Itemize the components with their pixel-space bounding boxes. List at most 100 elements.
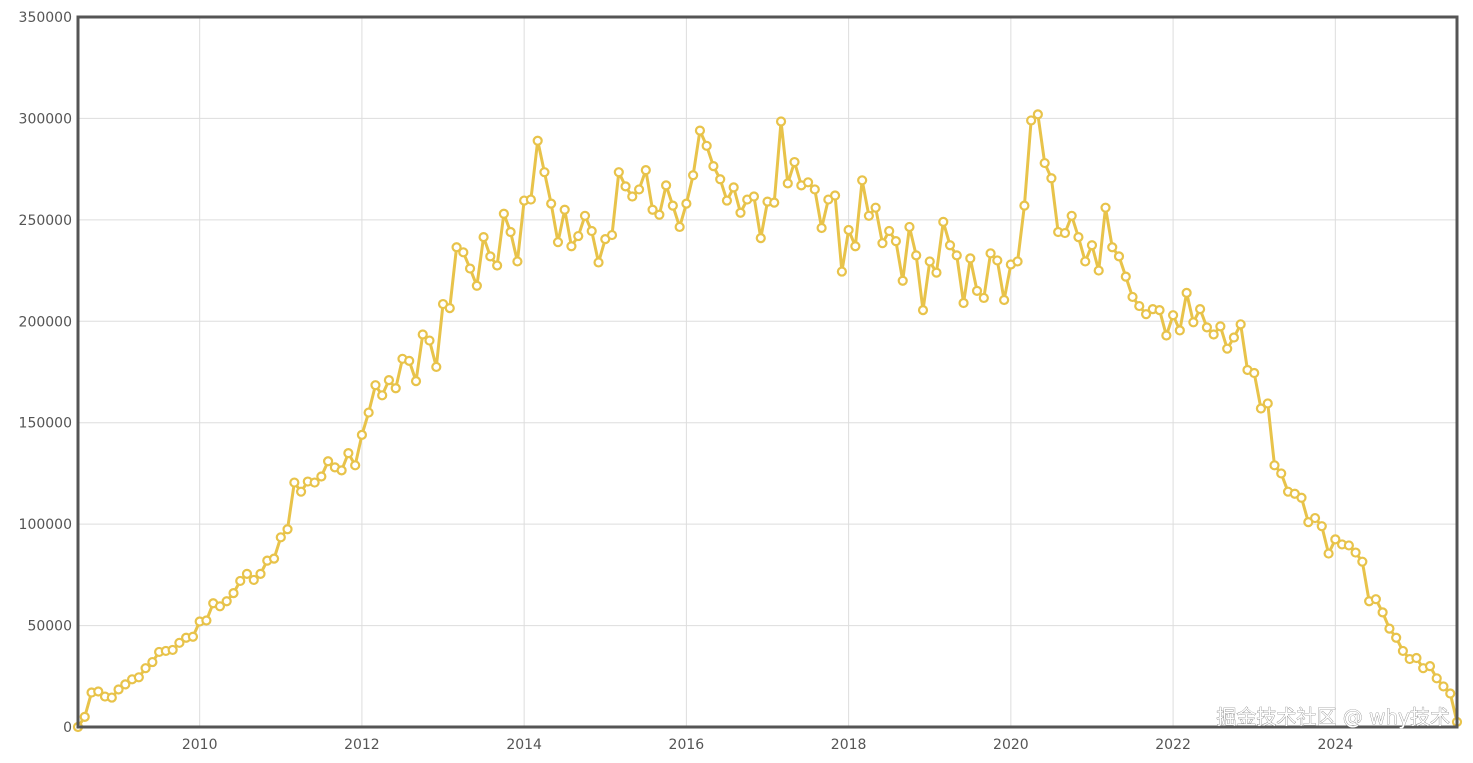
data-point	[1154, 305, 1165, 316]
data-point	[458, 247, 469, 258]
data-point	[1323, 548, 1334, 559]
data-point	[985, 248, 996, 259]
data-point	[1215, 321, 1226, 332]
data-point	[343, 448, 354, 459]
data-point	[1357, 556, 1368, 567]
data-point	[870, 202, 881, 213]
data-point	[316, 471, 327, 482]
data-point	[573, 230, 584, 242]
data-point	[424, 335, 435, 346]
data-point	[735, 207, 746, 218]
data-point	[350, 460, 361, 471]
data-point	[640, 165, 651, 176]
data-point	[1309, 512, 1321, 524]
data-point	[667, 200, 678, 211]
data-point	[884, 225, 895, 237]
data-point	[850, 241, 861, 252]
data-point	[1262, 398, 1273, 409]
plot-area	[72, 109, 1463, 733]
data-point	[167, 644, 178, 656]
data-point	[931, 267, 942, 278]
data-point	[1113, 251, 1125, 262]
data-point	[694, 125, 706, 136]
data-point	[1120, 271, 1131, 282]
data-point	[1343, 540, 1354, 551]
data-point	[113, 684, 124, 695]
data-point	[1127, 291, 1138, 303]
y-tick-label: 150000	[19, 416, 72, 432]
x-tick-label: 2020	[993, 737, 1029, 753]
data-point	[958, 297, 969, 309]
data-point	[606, 229, 618, 241]
data-point	[1100, 202, 1111, 213]
data-point	[566, 241, 577, 252]
data-point	[1269, 460, 1280, 471]
data-point	[708, 161, 719, 172]
data-point	[897, 275, 908, 286]
data-point	[485, 251, 496, 262]
data-point	[924, 256, 935, 267]
data-point	[404, 355, 415, 366]
data-point	[1188, 317, 1199, 328]
data-point	[1066, 210, 1077, 221]
data-point	[1222, 343, 1233, 354]
data-point	[586, 225, 597, 237]
data-point	[1228, 332, 1240, 343]
data-point	[174, 637, 185, 648]
data-point	[289, 477, 300, 488]
data-point	[390, 383, 401, 394]
data-point	[904, 221, 915, 233]
data-point	[748, 191, 760, 202]
data-point	[674, 221, 685, 233]
data-point	[627, 191, 638, 202]
data-point	[971, 285, 983, 296]
data-point	[633, 184, 645, 195]
data-point	[214, 601, 226, 612]
data-point	[221, 596, 232, 607]
x-tick-label: 2010	[182, 737, 218, 753]
data-point	[647, 204, 658, 215]
data-point	[1046, 173, 1057, 184]
data-point	[370, 380, 381, 391]
data-point	[863, 210, 874, 221]
data-point	[552, 237, 564, 248]
data-point	[1255, 403, 1267, 414]
data-point	[1249, 367, 1260, 379]
x-tick-label: 2018	[831, 737, 867, 753]
data-point	[789, 156, 800, 168]
data-point	[728, 182, 739, 193]
data-point	[701, 140, 712, 151]
data-point	[451, 242, 462, 253]
y-tick-label: 300000	[19, 111, 72, 127]
data-point	[1032, 109, 1043, 120]
data-point	[1181, 287, 1192, 298]
data-point	[715, 174, 726, 185]
data-point	[241, 568, 253, 579]
x-tick-label: 2022	[1155, 737, 1191, 753]
data-point	[1059, 227, 1071, 239]
data-point	[512, 256, 523, 267]
data-point	[1276, 468, 1287, 479]
data-point	[1093, 265, 1104, 276]
data-point	[1445, 688, 1456, 699]
data-point	[140, 663, 151, 674]
data-point	[268, 553, 280, 564]
data-point	[444, 303, 455, 314]
data-point	[498, 208, 509, 219]
axes: 0 50000 100000 150000 200000 250000 300000 3500…	[19, 10, 1354, 753]
data-point	[938, 216, 949, 227]
data-point	[525, 194, 536, 205]
data-point	[1296, 492, 1307, 503]
data-point	[363, 407, 374, 418]
data-point	[1411, 652, 1422, 664]
data-point	[356, 429, 368, 440]
data-point	[93, 686, 104, 697]
data-point	[1039, 157, 1050, 169]
data-point	[471, 280, 482, 291]
data-point	[1140, 309, 1152, 320]
x-tick-label: 2014	[506, 737, 542, 753]
data-point	[843, 224, 854, 236]
data-point	[1012, 256, 1023, 267]
data-point	[613, 167, 624, 178]
